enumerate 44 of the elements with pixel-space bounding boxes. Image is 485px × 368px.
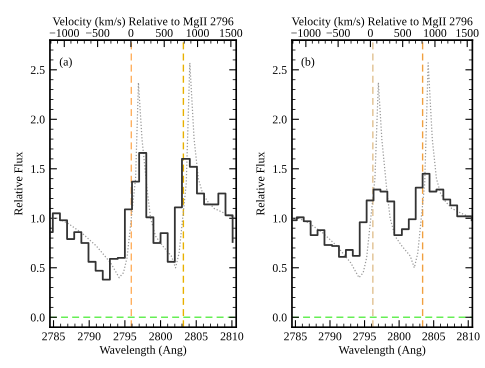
x-tick-label: 2805 (184, 332, 208, 340)
x2-tick-label: 1500 (220, 29, 242, 38)
x2-tick-label: 500 (156, 29, 173, 38)
y-tick-label: 1.5 (31, 165, 45, 174)
x2-tick-label: 1000 (424, 29, 446, 38)
x-tick-label: 2785 (284, 332, 307, 340)
y-tick-label: 0.5 (30, 264, 45, 272)
y-axis-title: Relative Flux (256, 152, 264, 216)
x-tick-label: 2800 (149, 332, 172, 340)
x2-tick-label: 1500 (456, 29, 479, 38)
x2-tick-label: 500 (394, 29, 412, 38)
x-tick-label: 2810 (456, 332, 480, 340)
y-tick-label: 0.0 (30, 314, 45, 322)
x-tick-label: 2805 (422, 332, 446, 340)
x-tick-label: 2795 (114, 332, 136, 340)
x-tick-label: 2795 (353, 332, 376, 340)
x-tick-label: 2785 (42, 332, 65, 340)
y-tick-label: 1.0 (31, 214, 45, 223)
x2-tick-label: 0 (128, 29, 134, 38)
y-axis-title: Relative Flux (14, 152, 22, 216)
y-tick-label: 2.5 (30, 66, 45, 74)
y-tick-label: 1.0 (273, 214, 287, 223)
x2-axis-title: Velocity (km/s) Relative to MgII 2796 (52, 17, 234, 28)
y-tick-label: 0.5 (272, 264, 287, 272)
x-axis-title: Wavelength (Ang) (338, 345, 426, 356)
y-tick-label: 1.5 (273, 165, 287, 174)
y-tick-label: 2.5 (272, 66, 287, 74)
x2-axis-title: Velocity (km/s) Relative to MgII 2796 (292, 17, 472, 28)
y-tick-label: 2.0 (272, 116, 287, 124)
x-tick-label: 2800 (388, 332, 410, 340)
x2-tick-label: 0 (368, 29, 373, 38)
annotation: (a) (60, 57, 72, 68)
y-tick-label: 2.0 (30, 116, 45, 124)
x-tick-label: 2790 (318, 332, 342, 340)
x2-tick-label: 1000 (186, 29, 209, 38)
x2-tick-label: −500 (86, 29, 110, 38)
y-tick-label: 0.0 (272, 314, 287, 322)
x-tick-label: 2790 (78, 332, 101, 340)
x-tick-label: 2810 (220, 332, 244, 340)
x2-tick-label: −1000 (50, 29, 79, 38)
x2-tick-label: −500 (326, 29, 350, 38)
x-axis-title: Wavelength (Ang) (99, 345, 186, 356)
annotation: (b) (302, 57, 314, 68)
x2-tick-label: −1000 (291, 29, 321, 38)
